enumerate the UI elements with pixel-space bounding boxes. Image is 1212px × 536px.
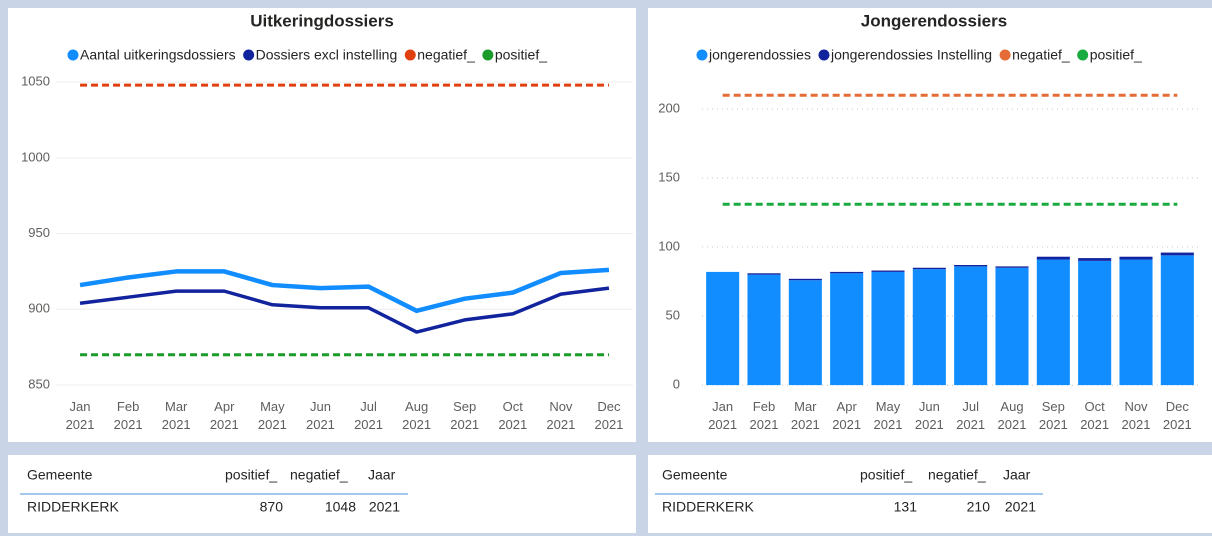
y-tick-label: 1050 [21, 74, 50, 89]
bar [830, 273, 864, 386]
x-tick-label: Sep 2021 [1039, 399, 1068, 432]
bar [830, 271, 864, 274]
bar [912, 267, 946, 270]
bar [788, 278, 822, 281]
x-tick-label: Nov 2021 [1122, 399, 1151, 432]
chart-title: Uitkeringdossiers [250, 11, 394, 30]
bar [954, 266, 988, 386]
bar [706, 271, 740, 386]
legend-dot [67, 49, 79, 61]
legend-dot [243, 49, 255, 61]
bar [995, 266, 1029, 268]
legend-label: Dossiers excl instelling [256, 47, 398, 63]
panel [8, 8, 636, 442]
bar [995, 267, 1029, 386]
bar [747, 273, 781, 275]
legend-dot [999, 49, 1011, 61]
table-cell: RIDDERKERK [662, 499, 754, 515]
x-tick-label: Jun 2021 [915, 399, 944, 432]
y-tick-label: 0 [673, 377, 680, 392]
column-header: Gemeente [27, 467, 93, 483]
bar [871, 270, 905, 272]
legend-dot [696, 49, 708, 61]
bar [1160, 255, 1194, 386]
x-tick-label: May 2021 [874, 399, 903, 432]
x-tick-label: Mar 2021 [162, 399, 191, 432]
column-header: positief_ [225, 467, 277, 483]
x-tick-label: Mar 2021 [791, 399, 820, 432]
x-tick-label: Aug 2021 [402, 399, 431, 432]
chart-title: Jongerendossiers [861, 11, 1007, 30]
x-tick-label: Nov 2021 [546, 399, 575, 432]
y-tick-label: 850 [28, 376, 50, 391]
bar [1119, 256, 1153, 260]
series-line [79, 267, 610, 314]
x-tick-label: Oct 2021 [1080, 399, 1109, 432]
legend-label: jongerendossies Instelling [830, 47, 992, 63]
bar [1036, 256, 1070, 260]
legend-label: positief_ [1090, 47, 1142, 63]
x-tick-label: Feb 2021 [750, 399, 779, 432]
legend-label: positief_ [495, 47, 547, 63]
x-tick-label: Jun 2021 [306, 399, 335, 432]
column-header: negatief_ [290, 467, 348, 483]
bar [788, 280, 822, 386]
column-header: Gemeente [662, 467, 728, 483]
x-tick-label: Jan 2021 [708, 399, 737, 432]
bar [954, 265, 988, 267]
bar [747, 274, 781, 386]
x-tick-label: Apr 2021 [832, 399, 861, 432]
y-tick-label: 100 [658, 238, 680, 253]
x-tick-label: Jan 2021 [66, 399, 95, 432]
table-cell: RIDDERKERK [27, 499, 119, 515]
x-tick-label: Apr 2021 [210, 399, 239, 432]
table-cell: 2021 [1005, 499, 1036, 515]
table-cell: 131 [894, 499, 918, 515]
y-tick-label: 950 [28, 225, 50, 240]
bar [1160, 252, 1194, 256]
x-tick-label: Jul 2021 [956, 399, 985, 432]
x-tick-label: May 2021 [258, 399, 287, 432]
column-header: Jaar [368, 467, 396, 483]
table-cell: 870 [260, 499, 284, 515]
table-cell: 2021 [369, 499, 400, 515]
series-line [79, 286, 610, 334]
table-cell: 1048 [325, 499, 356, 515]
x-tick-label: Jul 2021 [354, 399, 383, 432]
y-tick-label: 1000 [21, 149, 50, 164]
legend-label: negatief_ [417, 47, 475, 63]
bar [912, 269, 946, 386]
legend-label: negatief_ [1012, 47, 1070, 63]
bar [1036, 259, 1070, 386]
legend-dot [482, 49, 494, 61]
x-tick-label: Aug 2021 [998, 399, 1027, 432]
x-tick-label: Feb 2021 [114, 399, 143, 432]
x-tick-label: Oct 2021 [498, 399, 527, 432]
legend-dot [1077, 49, 1089, 61]
bar [1078, 260, 1112, 386]
x-tick-label: Dec 2021 [1163, 399, 1192, 432]
legend-dot [818, 49, 830, 61]
bar [1119, 259, 1153, 386]
y-tick-label: 150 [658, 169, 680, 184]
column-header: Jaar [1003, 467, 1031, 483]
legend-label: Aantal uitkeringsdossiers [80, 47, 236, 63]
column-header: positief_ [860, 467, 912, 483]
bar [871, 271, 905, 386]
y-tick-label: 50 [666, 308, 680, 323]
x-tick-label: Sep 2021 [450, 399, 479, 432]
x-tick-label: Dec 2021 [594, 399, 623, 432]
y-tick-label: 200 [658, 100, 680, 115]
y-tick-label: 900 [28, 301, 50, 316]
legend-label: jongerendossies [708, 47, 811, 63]
legend-dot [404, 49, 416, 61]
column-header: negatief_ [928, 467, 986, 483]
table-cell: 210 [967, 499, 991, 515]
bar [1078, 258, 1112, 261]
